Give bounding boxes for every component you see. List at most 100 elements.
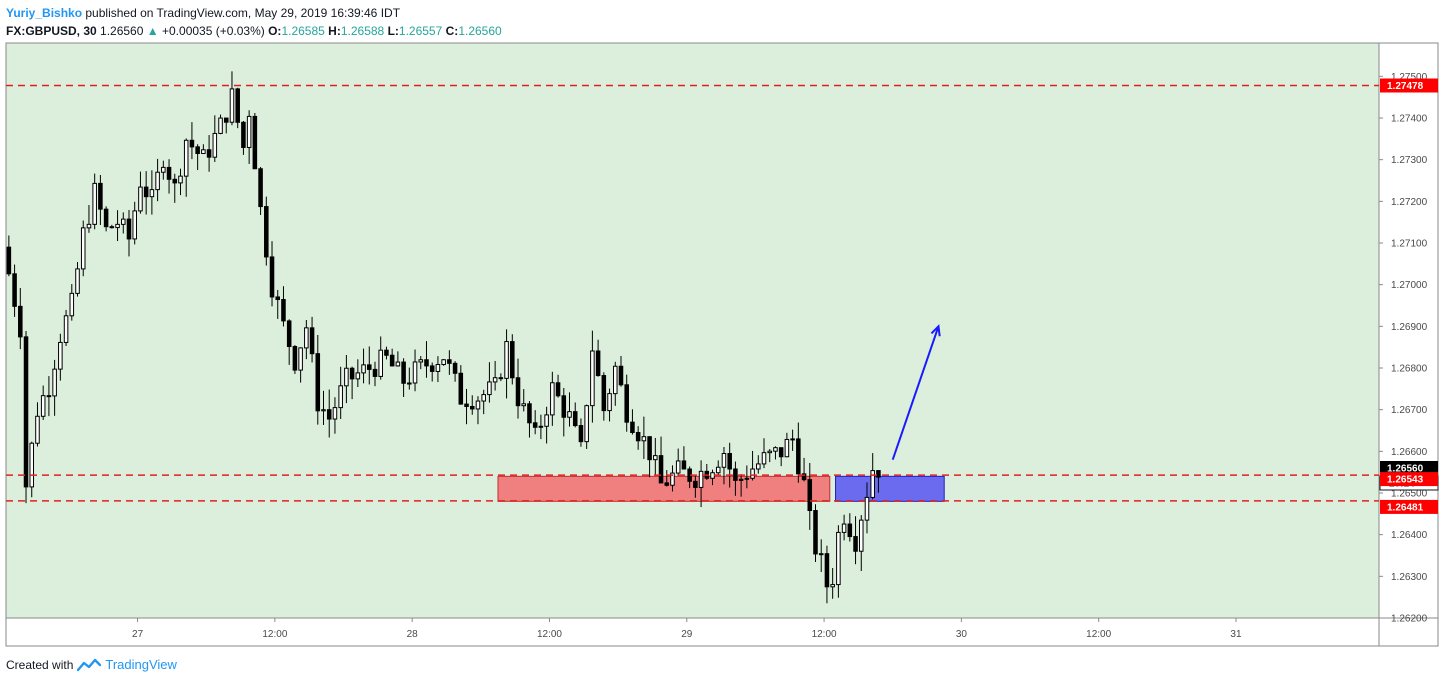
candle-body[interactable] (366, 364, 372, 370)
candle-body[interactable] (246, 115, 252, 148)
candle-body[interactable] (275, 296, 281, 301)
candle-body[interactable] (578, 425, 584, 443)
candle-body[interactable] (361, 364, 366, 374)
candle-body[interactable] (63, 315, 69, 343)
candle-body[interactable] (412, 361, 418, 384)
tradingview-brand[interactable]: TradingView (105, 657, 177, 672)
candle-body[interactable] (6, 246, 12, 275)
candle-body[interactable] (858, 519, 864, 552)
candle-body[interactable] (201, 149, 206, 154)
candle-body[interactable] (241, 121, 246, 148)
candle-body[interactable] (653, 455, 658, 461)
candle-body[interactable] (841, 523, 847, 533)
candle-body[interactable] (847, 523, 853, 538)
candle-body[interactable] (80, 227, 86, 270)
candle-body[interactable] (75, 268, 80, 294)
candle-body[interactable] (195, 146, 200, 154)
trend-arrow-line[interactable] (891, 326, 940, 460)
candle-body[interactable] (378, 349, 383, 377)
candle-body[interactable] (429, 365, 435, 372)
candle-body[interactable] (601, 375, 607, 412)
candle-body[interactable] (870, 470, 875, 498)
candle-body[interactable] (498, 377, 504, 380)
candle-body[interactable] (315, 353, 321, 412)
candle-body[interactable] (155, 171, 160, 191)
candle-body[interactable] (510, 341, 515, 379)
candle-body[interactable] (35, 415, 40, 444)
candle-body[interactable] (572, 411, 578, 427)
candle-body[interactable] (309, 327, 315, 355)
candle-body[interactable] (801, 473, 807, 481)
candle-body[interactable] (641, 436, 647, 442)
candle-body[interactable] (269, 256, 275, 298)
candle-body[interactable] (161, 166, 166, 173)
candle-body[interactable] (555, 382, 561, 397)
candle-body[interactable] (326, 409, 332, 420)
candle-body[interactable] (469, 405, 475, 410)
candle-body[interactable] (115, 223, 120, 229)
candle-body[interactable] (178, 175, 183, 184)
candle-body[interactable] (773, 447, 778, 452)
candle-body[interactable] (69, 292, 75, 317)
candle-body[interactable] (206, 149, 212, 158)
candle-body[interactable] (567, 411, 572, 418)
candle-body[interactable] (487, 381, 492, 396)
candle-body[interactable] (738, 478, 744, 481)
candle-body[interactable] (355, 372, 361, 380)
candle-body[interactable] (121, 218, 126, 225)
plot-area[interactable] (5, 42, 1380, 619)
candle-body[interactable] (52, 368, 57, 397)
blue-zone[interactable] (835, 475, 945, 502)
candle-body[interactable] (635, 431, 641, 442)
candle-body[interactable] (252, 115, 258, 170)
author-link[interactable]: Yuriy_Bishko (6, 6, 83, 20)
candle-body[interactable] (447, 359, 452, 364)
candle-body[interactable] (807, 479, 813, 512)
candle-body[interactable] (750, 468, 755, 479)
candle-body[interactable] (538, 425, 544, 428)
candle-body[interactable] (18, 305, 23, 338)
candle-body[interactable] (664, 482, 670, 486)
candle-body[interactable] (458, 372, 464, 405)
candle-body[interactable] (475, 400, 481, 410)
candle-body[interactable] (338, 385, 343, 409)
candle-body[interactable] (223, 117, 229, 123)
candle-body[interactable] (372, 368, 378, 377)
candle-body[interactable] (864, 496, 870, 521)
candle-body[interactable] (675, 460, 681, 474)
candle-body[interactable] (407, 382, 412, 385)
candle-body[interactable] (212, 132, 218, 158)
candle-body[interactable] (452, 362, 458, 374)
candle-body[interactable] (733, 468, 738, 481)
candle-body[interactable] (98, 182, 103, 210)
candle-body[interactable] (681, 460, 687, 470)
candle-body[interactable] (29, 442, 35, 488)
candle-body[interactable] (92, 182, 97, 225)
candle-body[interactable] (424, 359, 429, 367)
candle-body[interactable] (693, 480, 698, 488)
candle-body[interactable] (796, 438, 801, 475)
candle-body[interactable] (504, 341, 509, 379)
candle-body[interactable] (647, 436, 652, 461)
candle-body[interactable] (464, 403, 469, 407)
candle-body[interactable] (836, 531, 841, 586)
candle-body[interactable] (332, 407, 338, 420)
candle-body[interactable] (344, 367, 349, 387)
candle-body[interactable] (612, 365, 618, 395)
candle-body[interactable] (138, 186, 143, 212)
candle-body[interactable] (761, 452, 767, 465)
candle-body[interactable] (590, 350, 595, 407)
candle-body[interactable] (304, 327, 309, 349)
candle-body[interactable] (527, 403, 532, 424)
candle-body[interactable] (229, 88, 235, 123)
candle-body[interactable] (286, 320, 292, 348)
candle-body[interactable] (670, 472, 675, 486)
candle-body[interactable] (258, 168, 263, 208)
candle-body[interactable] (418, 359, 424, 363)
candle-body[interactable] (876, 470, 881, 478)
candle-body[interactable] (658, 455, 664, 484)
candle-body[interactable] (143, 186, 149, 198)
candle-body[interactable] (813, 510, 818, 555)
candle-body[interactable] (853, 536, 858, 552)
